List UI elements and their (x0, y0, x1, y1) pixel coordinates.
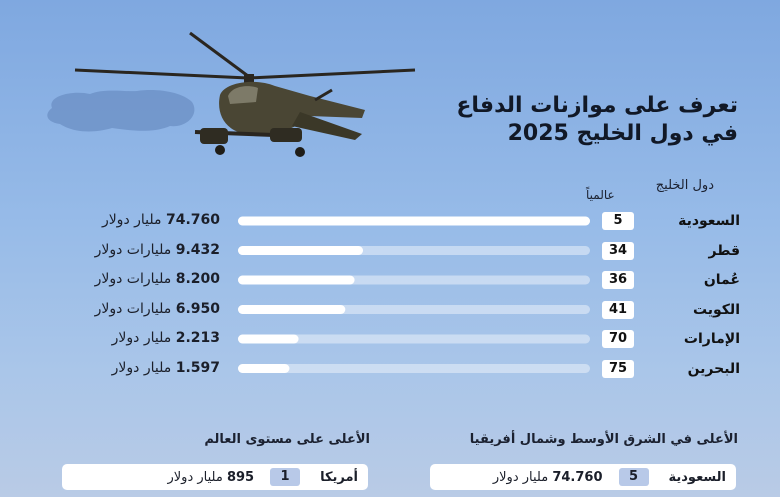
value-label: 2.213 مليار دولار (112, 329, 220, 347)
value-label: 8.200 مليارات دولار (95, 270, 220, 288)
bar (238, 364, 290, 373)
country-label: الكويت (692, 301, 740, 318)
value-number: 8.200 (175, 271, 220, 287)
world-highest-card: أمريكا 1 895 مليار دولار (62, 464, 368, 490)
title-line-2: في دول الخليج 2025 (507, 121, 738, 146)
world-highest-rank: 1 (270, 468, 301, 486)
world-highest-unit: مليار دولار (167, 469, 223, 485)
country-label: عُمان (703, 272, 740, 288)
world-highest-value: 895 مليار دولار (157, 470, 264, 485)
value-number: 74.760 (165, 212, 220, 228)
value-label: 74.760 مليار دولار (102, 211, 220, 229)
column-header-country: دول الخليج (655, 178, 714, 193)
value-label: 9.432 مليارات دولار (95, 241, 220, 259)
world-rank-badge: 75 (602, 359, 634, 378)
bar-track (238, 334, 590, 344)
mena-highest-value: 74.760 مليار دولار (483, 470, 613, 485)
value-unit: مليارات دولار (94, 271, 172, 287)
blurred-blob-image (47, 90, 195, 132)
bar (238, 275, 355, 285)
value-unit: مليار دولار (101, 212, 162, 228)
mena-highest-title: الأعلى في الشرق الأوسط وشمال أفريقيا (469, 432, 738, 447)
world-rank-badge: 41 (602, 300, 634, 319)
world-highest-title: الأعلى على مستوى العالم (204, 432, 370, 447)
bar (238, 246, 364, 255)
world-highest-amount: 895 (226, 469, 255, 485)
world-rank-badge: 5 (602, 212, 634, 230)
column-header-world-rank: عالمياً (586, 188, 615, 202)
mena-highest-unit: مليار دولار (492, 469, 549, 485)
country-label: البحرين (687, 360, 740, 377)
mena-highest-rank: 5 (618, 468, 649, 486)
country-label: قطر (708, 242, 740, 259)
country-label: السعودية (678, 213, 740, 229)
infographic-title: تعرف على موازنات الدفاع في دول الخليج 20… (456, 92, 738, 148)
world-highest-country: أمريكا (320, 469, 358, 485)
value-number: 2.213 (175, 330, 220, 346)
value-label: 6.950 مليارات دولار (95, 300, 220, 318)
value-unit: مليارات دولار (94, 241, 172, 258)
value-unit: مليارات دولار (94, 300, 172, 317)
world-rank-badge: 70 (602, 330, 634, 348)
value-unit: مليار دولار (111, 359, 172, 376)
mena-highest-amount: 74.760 (552, 469, 603, 485)
bar (238, 216, 590, 226)
country-label: الإمارات (683, 331, 740, 347)
bar (238, 305, 346, 314)
value-number: 6.950 (175, 300, 220, 317)
title-line-1: تعرف على موازنات الدفاع (456, 93, 738, 118)
helicopter-image (74, 31, 416, 157)
mena-highest-country: السعودية (668, 469, 727, 485)
world-rank-badge: 34 (602, 241, 634, 260)
value-number: 9.432 (175, 241, 220, 258)
bar (238, 334, 299, 344)
value-label: 1.597 مليار دولار (112, 359, 220, 377)
mena-highest-card: السعودية 5 74.760 مليار دولار (430, 464, 736, 490)
world-rank-badge: 36 (602, 271, 634, 289)
bar-track (238, 364, 590, 373)
value-unit: مليار دولار (111, 330, 172, 346)
value-number: 1.597 (175, 359, 220, 376)
